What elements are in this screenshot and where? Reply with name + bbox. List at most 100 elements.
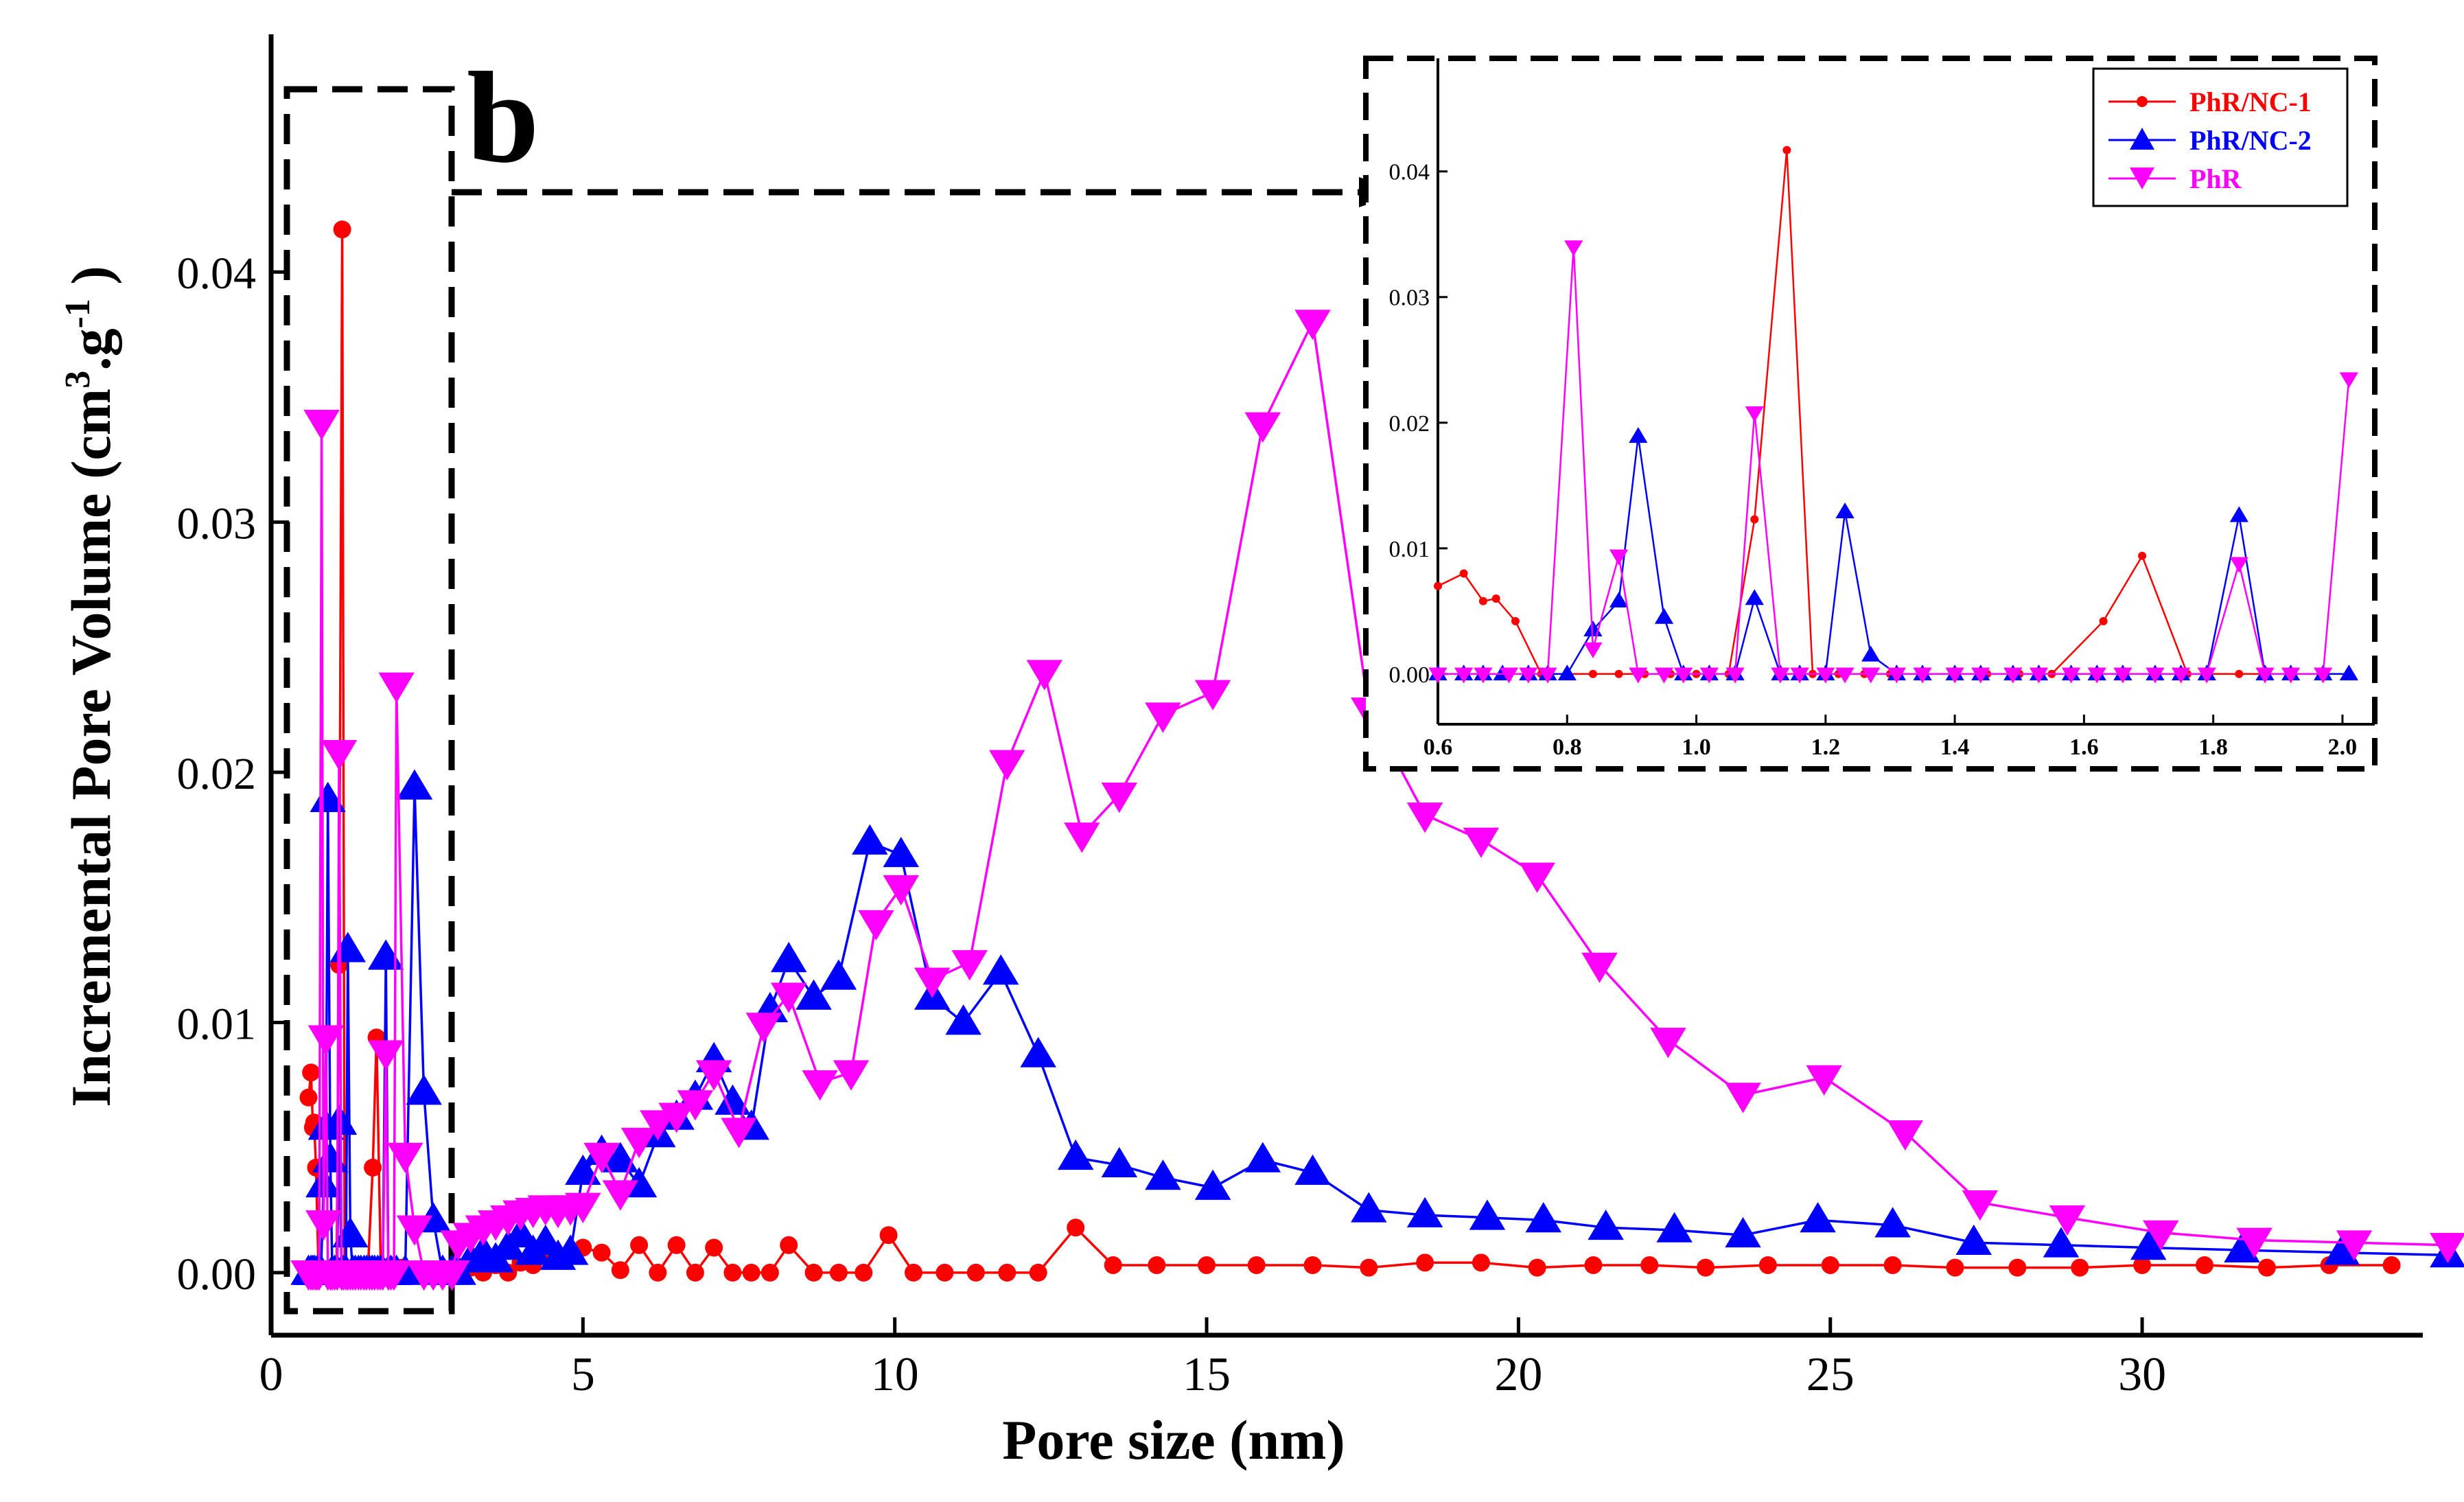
- inset-data-point-phr-nc-1: [1614, 669, 1623, 678]
- inset-data-point-phr: [1971, 667, 1990, 684]
- data-point-phr-nc-1: [1584, 1256, 1603, 1274]
- data-point-phr-nc-1: [935, 1263, 954, 1282]
- inset-data-point-phr-nc-1: [1782, 146, 1791, 154]
- data-point-phr-nc-1: [723, 1263, 742, 1282]
- data-point-phr-nc-1: [1697, 1258, 1715, 1277]
- data-point-phr-nc-1: [1247, 1256, 1266, 1274]
- data-point-phr-nc-2: [1800, 1202, 1836, 1233]
- data-point-phr-nc-1: [1029, 1263, 1047, 1282]
- data-point-phr-nc-1: [2071, 1258, 2089, 1277]
- data-point-phr: [565, 1192, 601, 1223]
- inset-data-point-phr: [2113, 667, 2132, 684]
- data-point-phr-nc-2: [1874, 1207, 1911, 1238]
- data-point-phr-nc-1: [1416, 1253, 1434, 1272]
- legend-label-phr-nc-2: PhR/NC-2: [2189, 125, 2312, 156]
- data-point-phr-nc-1: [1758, 1256, 1777, 1274]
- main-y-tick-label: 0.02: [177, 749, 257, 799]
- data-point-phr-nc-1: [2008, 1258, 2027, 1277]
- inset-data-point-phr: [1699, 667, 1719, 684]
- data-point-phr: [1581, 952, 1618, 984]
- inset-data-point-phr-nc-2: [2229, 506, 2248, 522]
- data-point-phr-nc-1: [855, 1263, 873, 1282]
- data-point-phr: [1194, 680, 1231, 710]
- main-x-tick-label: 10: [871, 1348, 919, 1401]
- legend: PhR/NC-1 PhR/NC-2 PhR: [2092, 67, 2349, 207]
- data-point-phr-nc-2: [1656, 1212, 1693, 1243]
- data-point-phr-nc-2: [367, 939, 404, 970]
- inset-y-tick-label: 0.01: [1389, 537, 1430, 562]
- inset-x-tick-label: 1.0: [1682, 735, 1711, 760]
- main-x-tick-label: 30: [2118, 1348, 2166, 1401]
- inset-y-tick-label: 0.02: [1389, 411, 1430, 437]
- data-point-phr-nc-1: [742, 1263, 760, 1282]
- legend-entry-phr-nc-2: PhR/NC-2: [2108, 125, 2312, 156]
- data-point-phr-nc-2: [321, 1104, 358, 1135]
- data-point-phr: [1725, 1083, 1761, 1113]
- inset-x-tick-label: 1.6: [2069, 735, 2099, 760]
- data-point-phr-nc-1: [364, 1158, 382, 1177]
- legend-entry-phr-nc-1: PhR/NC-1: [2108, 86, 2312, 117]
- data-point-phr-nc-2: [883, 836, 920, 868]
- series-phr-nc-2: [290, 769, 2464, 1285]
- inset-data-point-phr: [1538, 667, 1557, 684]
- data-point-phr-nc-1: [1198, 1256, 1216, 1274]
- inset-data-point-phr-nc-1: [1491, 594, 1500, 603]
- main-plot-frame: [268, 34, 2423, 1338]
- inset-data-point-phr-nc-2: [2339, 665, 2358, 681]
- data-point-phr-nc-2: [1588, 1209, 1624, 1240]
- data-point-phr: [883, 875, 920, 906]
- data-point-phr-nc-1: [1067, 1218, 1085, 1237]
- data-point-phr: [833, 1060, 870, 1091]
- inset-data-point-phr: [2087, 667, 2106, 684]
- inset-data-point-phr-nc-2: [1861, 645, 1881, 662]
- inset-data-point-phr: [2339, 372, 2358, 389]
- data-point-phr: [1519, 862, 1555, 893]
- main-y-tick-label: 0.01: [177, 999, 257, 1049]
- data-point-phr-nc-2: [795, 979, 832, 1010]
- data-point-phr: [2430, 1232, 2464, 1264]
- data-point-phr-nc-2: [565, 1154, 601, 1185]
- data-point-phr-nc-2: [2323, 1234, 2360, 1265]
- main-x-tick-label: 5: [571, 1348, 595, 1401]
- data-point-phr: [1294, 310, 1331, 340]
- data-point-phr: [2336, 1230, 2373, 1261]
- inset-data-point-phr: [1745, 406, 1764, 422]
- inset-x-tick-label: 1.4: [1940, 735, 1970, 760]
- data-point-phr-nc-2: [1351, 1192, 1387, 1223]
- data-point-phr-nc-1: [1303, 1256, 1322, 1274]
- data-point-phr: [602, 1180, 639, 1211]
- data-point-phr: [989, 750, 1025, 781]
- inset-y-tick-label: 0.03: [1389, 286, 1430, 311]
- series-line-phr-nc-2: [308, 787, 2448, 1274]
- data-point-phr-nc-2: [1469, 1199, 1506, 1230]
- y-axis-title-sup1: 3: [58, 371, 97, 389]
- inset-data-point-phr: [1499, 667, 1519, 684]
- legend-frame: [2092, 67, 2349, 207]
- legend-label-phr: PhR: [2189, 163, 2242, 194]
- data-point-phr: [677, 1090, 714, 1121]
- data-point-phr-nc-1: [1528, 1258, 1546, 1277]
- main-y-tick-label: 0.04: [177, 249, 257, 299]
- data-point-phr: [305, 1210, 342, 1241]
- data-point-phr-nc-1: [904, 1263, 922, 1282]
- data-point-phr: [434, 1260, 470, 1291]
- data-point-phr: [396, 1215, 433, 1246]
- main-x-tick-label: 20: [1494, 1348, 1542, 1401]
- inset-y-ticks: 0.00 0.01 0.02 0.03 0.04: [1389, 160, 1448, 688]
- data-point-phr-nc-2: [2043, 1227, 2080, 1258]
- y-axis-title-sup2: -1: [58, 299, 97, 328]
- data-point-phr-nc-1: [829, 1263, 848, 1282]
- main-series-group: [290, 220, 2464, 1291]
- data-point-phr-nc-2: [1020, 1037, 1056, 1067]
- inset-data-point-phr-nc-1: [2235, 669, 2244, 678]
- inset-data-point-phr: [1454, 667, 1474, 684]
- inset-data-point-phr: [1913, 667, 1932, 684]
- inset-data-point-phr: [2146, 667, 2165, 684]
- data-point-phr: [1650, 1028, 1686, 1059]
- data-point-phr-nc-1: [966, 1263, 985, 1282]
- legend-entry-phr: PhR: [2108, 163, 2242, 194]
- zoom-region-box: [283, 86, 455, 1315]
- data-point-phr-nc-2: [552, 1234, 589, 1265]
- inset-data-point-phr-nc-2: [1609, 591, 1629, 608]
- inset-data-point-phr: [2061, 667, 2081, 684]
